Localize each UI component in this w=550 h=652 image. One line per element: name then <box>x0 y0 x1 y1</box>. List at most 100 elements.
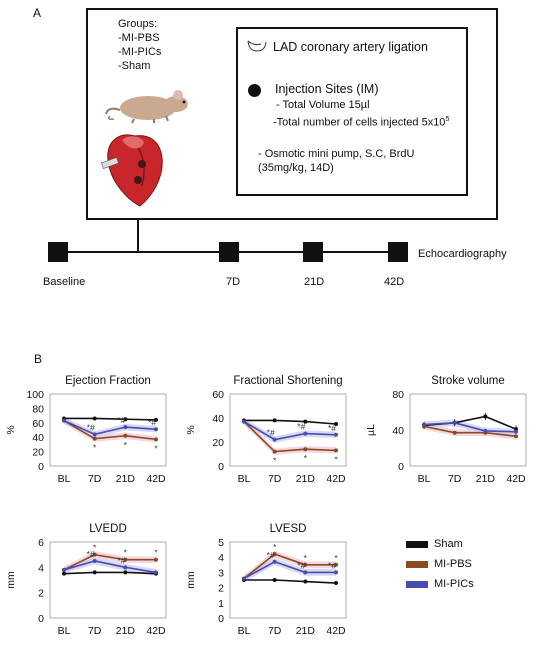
legend-swatch <box>406 540 428 548</box>
data-point <box>92 552 97 557</box>
injection-dot-icon <box>248 84 261 97</box>
x-tick-label: 7D <box>268 473 282 485</box>
injection-exponent: 5 <box>445 116 450 123</box>
injection-title: Injection Sites (IM) <box>275 82 379 96</box>
data-point <box>123 570 128 575</box>
data-point <box>303 562 308 567</box>
data-point <box>303 419 308 424</box>
legend-item-sham: Sham <box>406 538 474 550</box>
legend-item-mi-pics: MI-PICs <box>406 578 474 590</box>
significance-marker: *# <box>117 555 125 565</box>
data-point <box>123 417 128 422</box>
plot-frame <box>409 393 527 467</box>
y-tick-label: 1 <box>218 598 224 610</box>
y-tick-label: 4 <box>38 562 44 574</box>
chart-title: Stroke volume <box>431 375 505 387</box>
series-line <box>244 579 337 584</box>
y-tick-label: 20 <box>32 447 44 459</box>
series-line <box>63 571 157 575</box>
series-error-band <box>244 558 336 582</box>
data-point <box>154 570 158 575</box>
significance-marker: * <box>154 443 158 453</box>
chart-ejection-fraction: Ejection Fraction 0 20 40 60 80 100% BL 7D 21D 42D… <box>5 375 167 485</box>
procedure-label: LAD coronary artery ligation <box>273 40 428 54</box>
series-error-band <box>64 417 156 438</box>
y-axis-label: % <box>5 425 17 434</box>
series-line <box>243 560 336 580</box>
series-error-band <box>244 550 336 582</box>
injection-line: -Total number of cells injected 5x105 <box>273 113 449 130</box>
y-tick-label: 2 <box>38 588 44 600</box>
data-point <box>272 437 277 442</box>
series-error-band <box>244 418 336 455</box>
chart-title: LVEDD <box>89 523 127 535</box>
data-point <box>303 579 308 584</box>
y-tick-label: 100 <box>26 389 44 401</box>
x-tick-label: 7D <box>268 625 282 637</box>
y-axis-label: mm <box>5 571 17 589</box>
data-point <box>62 418 66 423</box>
y-tick-label: 6 <box>38 537 44 549</box>
x-tick-label: 7D <box>88 473 102 485</box>
significance-marker: *# <box>267 550 275 560</box>
group-item: -MI-PBS <box>118 32 160 44</box>
timeline-label: 21D <box>304 276 325 288</box>
series-line <box>244 419 337 425</box>
data-point <box>334 432 338 437</box>
x-tick-label: 21D <box>296 625 316 637</box>
y-tick-label: 3 <box>218 567 224 579</box>
timeline-marker-42d <box>388 242 408 262</box>
significance-marker: * <box>154 548 158 558</box>
x-tick-label: 21D <box>116 625 136 637</box>
groups-title: Groups: <box>118 18 158 30</box>
data-point <box>123 425 128 430</box>
y-axis-label: mm <box>185 571 197 589</box>
y-tick-label: 0 <box>38 461 44 473</box>
timeline-marker-21d <box>303 242 323 262</box>
y-axis-label: % <box>185 425 197 434</box>
timeline-label: 42D <box>384 276 405 288</box>
x-tick-label: BL <box>238 625 251 637</box>
legend-swatch <box>406 580 428 588</box>
series-line <box>63 553 156 571</box>
mouse-illustration <box>105 90 188 124</box>
pump-line: (35mg/kg, 14D) <box>258 162 334 174</box>
data-point <box>62 571 66 576</box>
series-error-band <box>64 557 156 576</box>
legend-label: Sham <box>434 538 463 550</box>
data-point <box>514 434 518 439</box>
x-tick-label: BL <box>418 473 431 485</box>
data-point <box>154 557 158 562</box>
y-tick-label: 0 <box>38 613 44 625</box>
series-line <box>423 425 517 438</box>
y-tick-label: 60 <box>32 418 44 430</box>
data-point <box>452 420 457 425</box>
y-axis-label: µL <box>365 424 377 436</box>
data-point <box>303 431 308 436</box>
significance-marker: * <box>304 453 308 463</box>
timeline-label: 7D <box>226 276 241 288</box>
legend-swatch <box>406 560 428 568</box>
x-tick-label: BL <box>58 473 71 485</box>
data-point <box>123 557 128 562</box>
timeline-marker-baseline <box>48 242 68 262</box>
data-point <box>92 570 97 575</box>
x-tick-label: 21D <box>296 473 316 485</box>
series-line <box>63 419 157 436</box>
injection-line: - Total Volume 15µl <box>276 99 370 111</box>
y-tick-label: 4 <box>218 552 224 564</box>
data-point <box>123 565 128 570</box>
study-design-box <box>86 8 498 220</box>
data-point <box>272 418 277 423</box>
data-point <box>92 432 97 437</box>
significance-marker: *# <box>297 422 305 432</box>
x-tick-label: BL <box>238 473 251 485</box>
x-tick-label: 7D <box>88 625 102 637</box>
data-point <box>334 570 338 575</box>
legend: Sham MI-PBS MI-PICs <box>406 538 474 590</box>
data-point <box>422 422 426 427</box>
significance-marker: * <box>334 553 338 563</box>
y-tick-label: 80 <box>392 389 404 401</box>
data-point <box>303 447 308 452</box>
